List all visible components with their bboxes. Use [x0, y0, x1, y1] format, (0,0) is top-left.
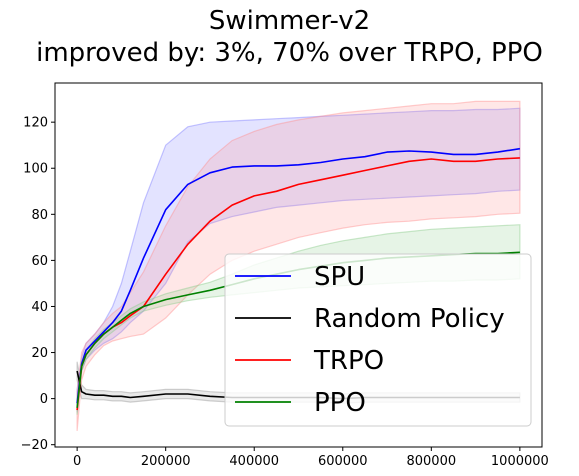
y-tick-label: −20 — [21, 438, 48, 453]
x-tick-label: 0 — [73, 454, 81, 469]
y-tick-label: 80 — [31, 208, 48, 223]
x-tick-label: 400000 — [229, 454, 279, 469]
y-tick-label: 0 — [40, 392, 48, 407]
y-tick-label: 40 — [31, 300, 48, 315]
x-tick-label: 1000000 — [491, 454, 549, 469]
x-tick-label: 200000 — [141, 454, 191, 469]
random-policy-legend-label: Random Policy — [314, 304, 505, 334]
y-tick-label: 60 — [31, 254, 48, 269]
y-tick-label: 120 — [23, 116, 48, 131]
y-tick-label: 100 — [23, 162, 48, 177]
ppo-legend-label: PPO — [314, 388, 366, 418]
y-tick-label: 20 — [31, 346, 48, 361]
x-axis: 0 200000 400000 600000 800000 1000000 — [73, 447, 549, 469]
plot-frame — [54, 82, 543, 448]
spu-line — [76, 147, 521, 404]
chart-subtitle: improved by: 3%, 70% over TRPO, PPO — [36, 38, 543, 68]
chart-title: Swimmer-v2 — [208, 6, 371, 36]
trpo-legend-label: TRPO — [313, 346, 384, 376]
legend: SPU Random Policy TRPO PPO — [224, 253, 532, 427]
spu-legend-label: SPU — [314, 262, 365, 292]
y-axis: −20 0 20 40 60 80 100 120 — [21, 116, 55, 453]
x-tick-label: 600000 — [318, 454, 368, 469]
legend-box — [224, 253, 532, 427]
trpo-band — [76, 100, 521, 431]
x-tick-label: 800000 — [406, 454, 456, 469]
